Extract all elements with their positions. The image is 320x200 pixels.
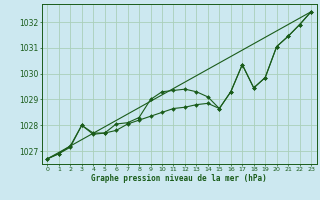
X-axis label: Graphe pression niveau de la mer (hPa): Graphe pression niveau de la mer (hPa) — [91, 174, 267, 183]
